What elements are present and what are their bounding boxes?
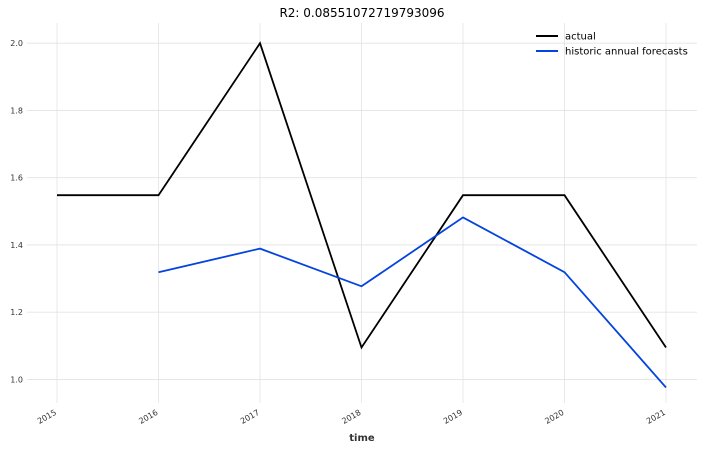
y-tick-label: 1.0 — [10, 375, 23, 384]
y-tick-label: 1.4 — [10, 241, 23, 250]
y-tick-label: 1.2 — [10, 308, 23, 317]
x-tick-label: 2015 — [36, 408, 58, 426]
y-tick-label: 1.8 — [10, 106, 23, 115]
x-tick-label: 2020 — [543, 408, 565, 426]
x-tick-label: 2021 — [645, 408, 667, 426]
y-tick-label: 1.6 — [10, 174, 23, 183]
chart-title: R2: 0.08551072719793096 — [279, 6, 444, 20]
y-tick-label: 2.0 — [10, 39, 23, 48]
series-line-0 — [57, 41, 667, 350]
x-axis-label: time — [349, 433, 375, 444]
x-tick-label: 2017 — [239, 408, 261, 426]
x-tick-label: 2019 — [442, 408, 464, 426]
grid — [27, 23, 697, 403]
legend-label-1: historic annual forecasts — [565, 47, 688, 58]
x-tick-label: 2016 — [137, 408, 159, 426]
y-axis: 1.0 1.2 1.4 1.6 1.8 2.0 — [10, 39, 23, 384]
series-line-1 — [158, 216, 667, 389]
series-lines — [57, 41, 667, 389]
x-axis: 2015 2016 2017 2018 2019 2020 2021 — [36, 408, 667, 426]
x-tick-label: 2018 — [340, 408, 362, 426]
legend-label-0: actual — [565, 32, 596, 43]
legend: actual historic annual forecasts — [536, 32, 688, 58]
